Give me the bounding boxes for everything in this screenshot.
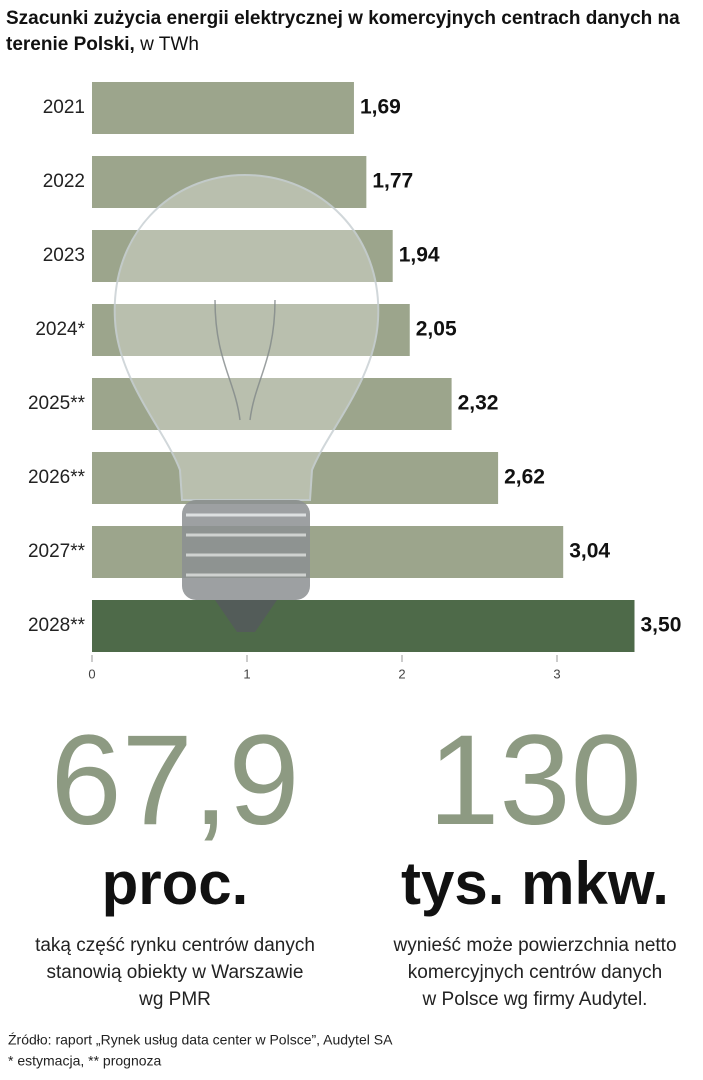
category-label: 2021 <box>43 97 85 118</box>
bar <box>92 452 499 504</box>
title-block: Szacunki zużycia energii elektrycznej w … <box>6 6 696 58</box>
value-label: 2,05 <box>416 318 457 341</box>
category-label: 2025** <box>28 393 86 414</box>
category-label: 2022 <box>43 171 85 192</box>
stat-text: taką część rynku centrów danych <box>35 935 315 956</box>
value-label: 1,94 <box>399 244 440 267</box>
stat-number: 67,9 <box>50 709 299 852</box>
base-threads <box>186 513 306 577</box>
category-label: 2027** <box>28 541 86 562</box>
bar <box>92 526 564 578</box>
bar <box>92 600 635 652</box>
bulb-tip <box>215 600 277 632</box>
bar <box>92 230 393 282</box>
value-label: 2,32 <box>458 392 499 415</box>
bulb-glass <box>113 173 380 501</box>
stat-text: komercyjnych centrów danych <box>408 962 663 983</box>
value-label: 1,77 <box>372 170 413 193</box>
unit: w TWh <box>140 34 199 55</box>
x-tick-label: 0 <box>88 666 95 681</box>
stat-unit: proc. <box>102 850 249 917</box>
category-label: 2024* <box>35 319 85 340</box>
stat-text: stanowią obiekty w Warszawie <box>47 962 304 983</box>
bar <box>92 378 452 430</box>
filament <box>214 299 276 421</box>
labels-layer: 2021 1,69 2022 1,77 2023 1,94 2024* 2,05 2025** 2… <box>28 96 681 682</box>
x-tick-label: 1 <box>243 666 250 681</box>
stat-unit: tys. mkw. <box>401 850 669 917</box>
bars-layer <box>92 82 635 652</box>
value-label: 1,69 <box>360 96 401 119</box>
bar <box>92 156 367 208</box>
bar <box>92 304 410 356</box>
x-tick-label: 2 <box>398 666 405 681</box>
stat-number: 130 <box>428 709 642 852</box>
category-label: 2026** <box>28 467 86 488</box>
value-label: 2,62 <box>504 466 545 489</box>
chart-title: Szacunki zużycia energii elektrycznej w … <box>6 8 680 55</box>
category-label: 2028** <box>28 615 86 636</box>
value-label: 3,04 <box>569 540 610 563</box>
stat-text: wg PMR <box>138 989 211 1010</box>
x-tick-label: 3 <box>553 666 560 681</box>
bar <box>92 82 354 134</box>
source: Źródło: raport „Rynek usług data center … <box>8 1032 393 1048</box>
value-label: 3,50 <box>641 614 682 637</box>
category-label: 2023 <box>43 245 85 266</box>
note: * estymacja, ** prognoza <box>8 1053 162 1069</box>
bulb <box>113 173 380 632</box>
stat-text: w Polsce wg firmy Audytel. <box>422 989 648 1010</box>
stat-text: wynieść może powierzchnia netto <box>392 935 676 956</box>
